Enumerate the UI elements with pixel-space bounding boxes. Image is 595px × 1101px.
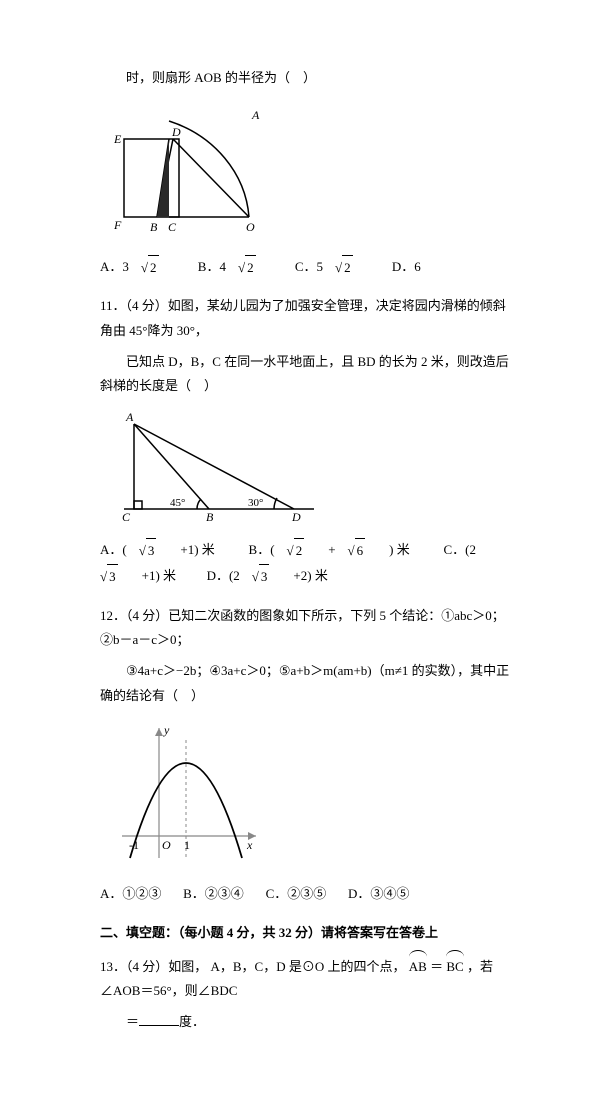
section-2-heading: 二、填空题：（每小题 4 分，共 32 分）请将答案写在答卷上 <box>100 921 515 946</box>
q10-label-F: F <box>114 218 122 232</box>
q11-text-1: 11．（4 分）如图，某幼儿园为了加强安全管理，决定将园内滑梯的倾斜角由 45°… <box>100 294 515 343</box>
q12-tick-1: 1 <box>184 838 190 852</box>
q11-text-2: 已知点 D，B，C 在同一水平地面上，且 BD 的长为 2 米，则改造后斜梯的长… <box>100 350 515 399</box>
q11-opt-b[interactable]: B．(2+6) 米 <box>249 542 422 557</box>
q10-label-E: E <box>114 132 122 146</box>
q11-label-D: D <box>291 510 301 524</box>
q12-text-2: ③4a+c＞−2b；④3a+c＞0；⑤a+b＞m(am+b)（m≠1 的实数），… <box>100 659 515 708</box>
q11-label-C: C <box>122 510 131 524</box>
arc-bc: BC <box>446 952 463 980</box>
q13-text-2: ＝度． <box>100 1010 515 1035</box>
q12-origin: O <box>162 838 171 852</box>
q11-angle-45: 45° <box>170 497 185 509</box>
q12-figure: -1 1 O x y <box>114 718 515 868</box>
q10-options: A．32 B．42 C．52 D．6 <box>100 255 515 281</box>
q10-label-O: O <box>246 220 255 234</box>
q11-options: A．(3+1) 米 B．(2+6) 米 C．(23+1) 米 D．(23+2) … <box>100 538 515 589</box>
q10-opt-a[interactable]: A．32 <box>100 259 183 274</box>
q13-blank[interactable] <box>139 1012 179 1026</box>
q13-text-1: 13．（4 分）如图， A，B，C，D 是⊙O 上的四个点， AB ＝ BC ，… <box>100 952 515 1004</box>
q10-label-C: C <box>168 220 177 234</box>
q10-text: 时，则扇形 AOB 的半径为（ ） <box>100 66 515 91</box>
q12-opt-a[interactable]: A．①②③ <box>100 886 161 901</box>
q10-opt-b[interactable]: B．42 <box>198 259 280 274</box>
q12-ylabel: y <box>163 723 170 737</box>
q12-tick-neg1: -1 <box>129 838 139 852</box>
q12-opt-d[interactable]: D．③④⑤ <box>348 886 409 901</box>
q10-label-B: B <box>150 220 158 234</box>
q12-opt-c[interactable]: C．②③⑤ <box>266 886 327 901</box>
q10-figure: A E D F B C O <box>114 101 515 241</box>
q12-opt-b[interactable]: B．②③④ <box>183 886 244 901</box>
q12-xlabel: x <box>246 838 253 852</box>
q12-options: A．①②③ B．②③④ C．②③⑤ D．③④⑤ <box>100 882 515 907</box>
q12-text-1: 12．（4 分）已知二次函数的图象如下所示，下列 5 个结论：①abc＞0；②b… <box>100 604 515 653</box>
q11-figure: A C B D 45° 30° <box>114 409 515 524</box>
q10-label-D: D <box>171 125 181 139</box>
q11-label-A: A <box>125 410 134 424</box>
arc-ab: AB <box>409 952 427 980</box>
q11-label-B: B <box>206 510 214 524</box>
q11-angle-30: 30° <box>248 497 263 509</box>
q10-label-A: A <box>251 108 260 122</box>
q11-opt-a[interactable]: A．(3+1) 米 <box>100 542 227 557</box>
q10-opt-d[interactable]: D．6 <box>392 259 421 274</box>
q10-opt-c[interactable]: C．52 <box>295 259 377 274</box>
q11-opt-d[interactable]: D．(23+2) 米 <box>207 568 340 583</box>
